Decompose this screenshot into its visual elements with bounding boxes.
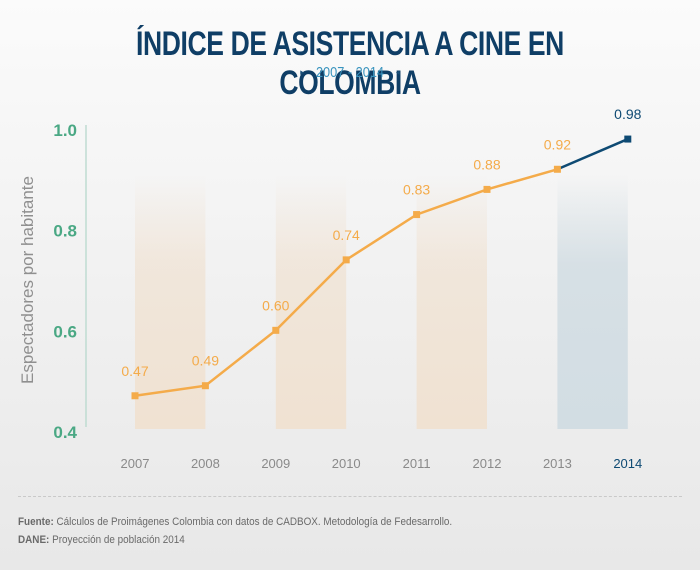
x-tick-label-2014: 2014 [613,456,642,471]
x-tick-labels: 2007 2008 2009 2010 2011 2012 2013 2014 [121,456,643,471]
source-note: Fuente: Cálculos de Proimágenes Colombia… [18,516,452,528]
x-tick-label-2013: 2013 [543,456,572,471]
data-point-2010 [342,256,350,264]
year-range: 2007 - 2014 [315,64,385,81]
data-label-2014: 0.98 [614,106,641,122]
dane-label: DANE: [18,534,50,546]
x-tick-label-2011: 2011 [403,456,431,471]
data-point-2011 [413,211,421,219]
source-label: Fuente: [18,516,54,528]
source-text: Cálculos de Proimágenes Colombia con dat… [53,516,453,528]
y-tick-label: 0.8 [53,222,77,241]
data-point-2012 [483,185,491,193]
x-tick-label-2009: 2009 [261,456,290,471]
y-tick-label: 1.0 [53,121,77,140]
data-label-2007: 0.47 [121,363,148,379]
dane-text: Proyección de población 2014 [49,534,185,546]
data-label-2010: 0.74 [333,227,360,243]
chart-title: ÍNDICE DE ASISTENCIA A CINE EN COLOMBIA [136,25,564,102]
data-labels: 0.47 0.49 0.60 0.74 0.83 0.88 0.92 0.98 [121,106,641,379]
y-axis-label: Espectadores por habitante [18,176,37,384]
series-markers [131,135,632,400]
background-bands [135,175,628,429]
y-tick-label: 0.6 [53,322,77,341]
right-triangle-icon: ▸ [300,67,305,77]
x-tick-label-2008: 2008 [191,456,220,471]
x-tick-label-2007: 2007 [121,456,150,471]
data-label-2012: 0.88 [473,156,500,172]
data-label-2013: 0.92 [544,136,571,152]
footer-divider [18,496,682,497]
background-band-2011-2012 [416,175,487,429]
line-chart: 0.40.60.81.0 Espectadores por habitante … [18,106,643,471]
data-point-2007 [131,392,139,400]
data-point-2014 [624,135,632,143]
background-band-2009-2010 [275,175,347,429]
y-tick-label: 0.4 [53,423,77,442]
data-label-2009: 0.60 [262,297,289,313]
data-label-2008: 0.49 [192,353,219,369]
background-band-2013-2014 [557,175,628,429]
data-point-2009 [272,326,280,334]
chart-subtitle: ▸ 2007 - 2014 ◂ [53,64,648,81]
x-tick-label-2012: 2012 [473,456,502,471]
data-label-2011: 0.83 [403,182,430,198]
series-line-highlight [556,137,629,171]
dane-note: DANE: Proyección de población 2014 [18,534,452,546]
data-point-2008 [201,382,209,390]
y-tick-labels: 0.4 0.6 0.8 1.0 [53,121,77,442]
footer-notes: Fuente: Cálculos de Proimágenes Colombia… [18,516,452,552]
left-triangle-icon: ◂ [395,67,400,77]
x-tick-label-2010: 2010 [332,456,361,471]
data-point-2013 [553,165,561,173]
